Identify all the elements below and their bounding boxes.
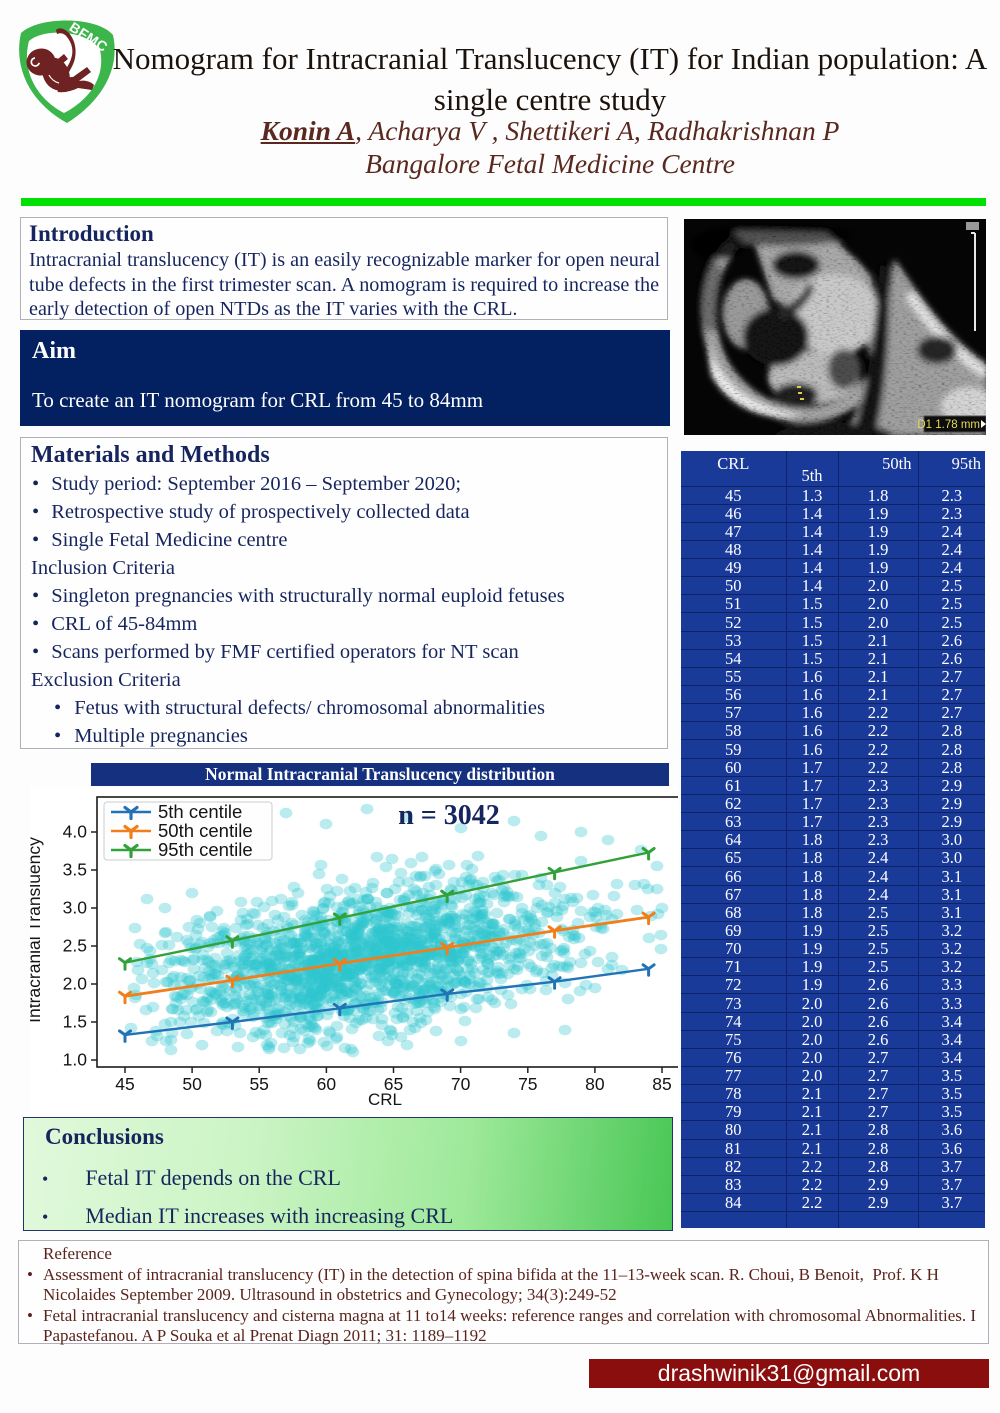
- svg-text:3.0: 3.0: [63, 898, 88, 918]
- svg-text:1.5: 1.5: [63, 1012, 87, 1032]
- svg-text:55: 55: [249, 1074, 268, 1094]
- svg-text:50: 50: [182, 1074, 202, 1094]
- svg-text:2.0: 2.0: [63, 974, 88, 994]
- svg-text:60: 60: [317, 1074, 337, 1094]
- svg-text:Intracranial Transluency: Intracranial Transluency: [30, 837, 44, 1023]
- svg-text:70: 70: [451, 1074, 471, 1094]
- svg-text:5th centile: 5th centile: [158, 801, 242, 822]
- svg-text:75: 75: [518, 1074, 537, 1094]
- svg-text:65: 65: [384, 1074, 403, 1094]
- svg-text:95th centile: 95th centile: [158, 839, 253, 860]
- svg-text:D1 1.78 mm: D1 1.78 mm: [917, 419, 980, 431]
- svg-text:1.0: 1.0: [63, 1050, 88, 1070]
- svg-text:4.0: 4.0: [63, 822, 88, 842]
- svg-text:3.5: 3.5: [63, 860, 87, 880]
- svg-text:85: 85: [652, 1074, 671, 1094]
- svg-text:50th centile: 50th centile: [158, 820, 253, 841]
- svg-text:45: 45: [115, 1074, 134, 1094]
- svg-text:CRL: CRL: [368, 1090, 402, 1109]
- svg-text:n = 3042: n = 3042: [398, 800, 500, 831]
- svg-text:2.5: 2.5: [63, 936, 87, 956]
- svg-text:80: 80: [585, 1074, 605, 1094]
